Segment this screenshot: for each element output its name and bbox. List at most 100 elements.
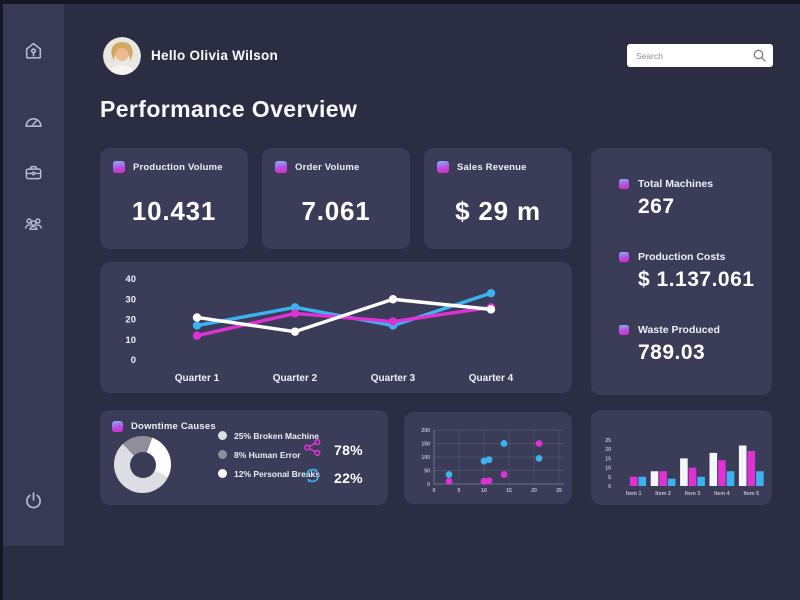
summary-item-production-costs: Production Costs $ 1.137.061 [619, 251, 754, 292]
search-box [627, 44, 773, 67]
svg-text:10: 10 [125, 335, 136, 346]
gradient-badge-icon [113, 161, 125, 173]
svg-text:Item 3: Item 3 [685, 491, 701, 497]
stat-card-production-volume: Production Volume 10.431 [100, 148, 248, 249]
gradient-badge-icon [275, 161, 287, 173]
search-icon[interactable] [751, 47, 769, 65]
gradient-badge-icon [619, 252, 629, 262]
stat-card-order-volume: Order Volume 7.061 [262, 148, 410, 249]
svg-text:0: 0 [427, 482, 430, 488]
downtime-causes-card: Downtime Causes 25% Broken Machine 8% Hum… [100, 410, 388, 505]
summary-value: 267 [638, 195, 675, 218]
downtime-stat-value: 22% [334, 470, 363, 486]
svg-text:5: 5 [458, 488, 461, 494]
legend-item: 12% Personal Breaks [218, 464, 320, 483]
gradient-badge-icon [437, 161, 449, 173]
svg-text:Quarter 2: Quarter 2 [273, 373, 318, 384]
svg-text:40: 40 [125, 274, 136, 285]
home-icon [23, 40, 44, 64]
svg-text:5: 5 [608, 475, 611, 481]
top-edge [0, 0, 800, 4]
svg-text:Quarter 3: Quarter 3 [371, 373, 416, 384]
donut-legend: 25% Broken Machine 8% Human Error 12% Pers… [218, 426, 320, 483]
summary-value: 789.03 [638, 341, 706, 364]
sidebar-item-home[interactable] [17, 35, 51, 69]
share-icon [303, 438, 322, 462]
downtime-donut-chart [114, 436, 171, 493]
legend-item: 8% Human Error [218, 445, 320, 464]
search-input[interactable] [627, 50, 751, 61]
svg-text:Quarter 1: Quarter 1 [175, 373, 220, 384]
svg-text:20: 20 [531, 488, 537, 494]
svg-text:50: 50 [424, 468, 430, 474]
svg-text:20: 20 [605, 447, 611, 453]
refresh-icon [303, 466, 322, 490]
legend-item: 25% Broken Machine [218, 426, 320, 445]
svg-text:Item 5: Item 5 [744, 491, 760, 497]
legend-label: 25% Broken Machine [234, 430, 320, 441]
bar-chart-card: 0 5 10 15 20 25 Item 1 Item 2 Item 3 Item 4 Item 5 [591, 410, 772, 505]
sidebar-item-team[interactable] [17, 207, 51, 241]
svg-text:30: 30 [125, 294, 136, 305]
svg-text:0: 0 [608, 484, 611, 490]
legend-dot [218, 431, 227, 440]
svg-text:Quarter 4: Quarter 4 [469, 373, 514, 384]
legend-label: 12% Personal Breaks [234, 468, 320, 479]
summary-label: Total Machines [638, 178, 714, 190]
svg-text:200: 200 [421, 428, 430, 434]
svg-text:Item 2: Item 2 [655, 491, 671, 497]
summary-value: $ 1.137.061 [638, 268, 755, 291]
gauge-icon [23, 112, 44, 136]
gradient-badge-icon [619, 179, 629, 189]
avatar[interactable] [103, 37, 141, 75]
stat-label: Order Volume [295, 161, 360, 173]
left-edge [0, 0, 3, 600]
downtime-stat-value: 78% [334, 442, 363, 458]
legend-label: 8% Human Error [234, 449, 301, 460]
users-icon [23, 212, 44, 236]
summary-label: Production Costs [638, 251, 726, 263]
stat-label: Production Volume [133, 161, 223, 173]
svg-text:150: 150 [421, 441, 430, 447]
downtime-title: Downtime Causes [131, 421, 216, 432]
svg-text:25: 25 [556, 488, 562, 494]
summary-card: Total Machines 267 Production Costs $ 1.… [591, 148, 772, 395]
downtime-stat-row: 22% [303, 466, 363, 490]
svg-text:20: 20 [125, 315, 136, 326]
svg-text:15: 15 [506, 488, 512, 494]
summary-item-waste-produced: Waste Produced 789.03 [619, 324, 720, 365]
stat-card-sales-revenue: Sales Revenue $ 29 m [424, 148, 572, 249]
svg-text:15: 15 [605, 456, 611, 462]
svg-text:Item 1: Item 1 [626, 491, 642, 497]
sidebar-item-logout[interactable] [17, 485, 51, 519]
stat-value: 7.061 [301, 196, 371, 226]
gradient-badge-icon [619, 325, 629, 335]
greeting-text: Hello Olivia Wilson [151, 48, 279, 63]
briefcase-icon [23, 162, 44, 186]
quarterly-line-chart-card: 40 30 20 10 0 Quarter 1 Quarter 2 Quarter 3 Quar… [100, 262, 572, 393]
legend-dot [218, 450, 227, 459]
sidebar-item-performance[interactable] [17, 107, 51, 141]
svg-text:Item 4: Item 4 [714, 491, 730, 497]
summary-label: Waste Produced [638, 324, 720, 336]
svg-text:10: 10 [605, 466, 611, 472]
page-title: Performance Overview [100, 96, 358, 122]
svg-text:0: 0 [433, 488, 436, 494]
line-chart: 40 30 20 10 0 Quarter 1 Quarter 2 Quarter 3 Quar… [125, 274, 514, 384]
power-icon [23, 490, 44, 514]
scatter-chart: 0 50 100 150 200 0 5 10 15 20 25 [421, 428, 564, 494]
stat-label: Sales Revenue [457, 161, 527, 173]
stat-value: $ 29 m [455, 196, 541, 226]
svg-text:100: 100 [421, 455, 430, 461]
stat-value: 10.431 [131, 196, 217, 226]
gradient-badge-icon [112, 421, 123, 432]
scatter-chart-card: 0 50 100 150 200 0 5 10 15 20 25 [404, 412, 572, 504]
sidebar-item-production[interactable] [17, 157, 51, 191]
svg-text:0: 0 [131, 355, 136, 366]
summary-item-total-machines: Total Machines 267 [619, 178, 713, 219]
svg-text:25: 25 [605, 438, 611, 444]
sidebar [3, 4, 64, 546]
bar-chart: 0 5 10 15 20 25 Item 1 Item 2 Item 3 Item 4 Item 5 [605, 438, 764, 497]
downtime-stat-row: 78% [303, 438, 363, 462]
